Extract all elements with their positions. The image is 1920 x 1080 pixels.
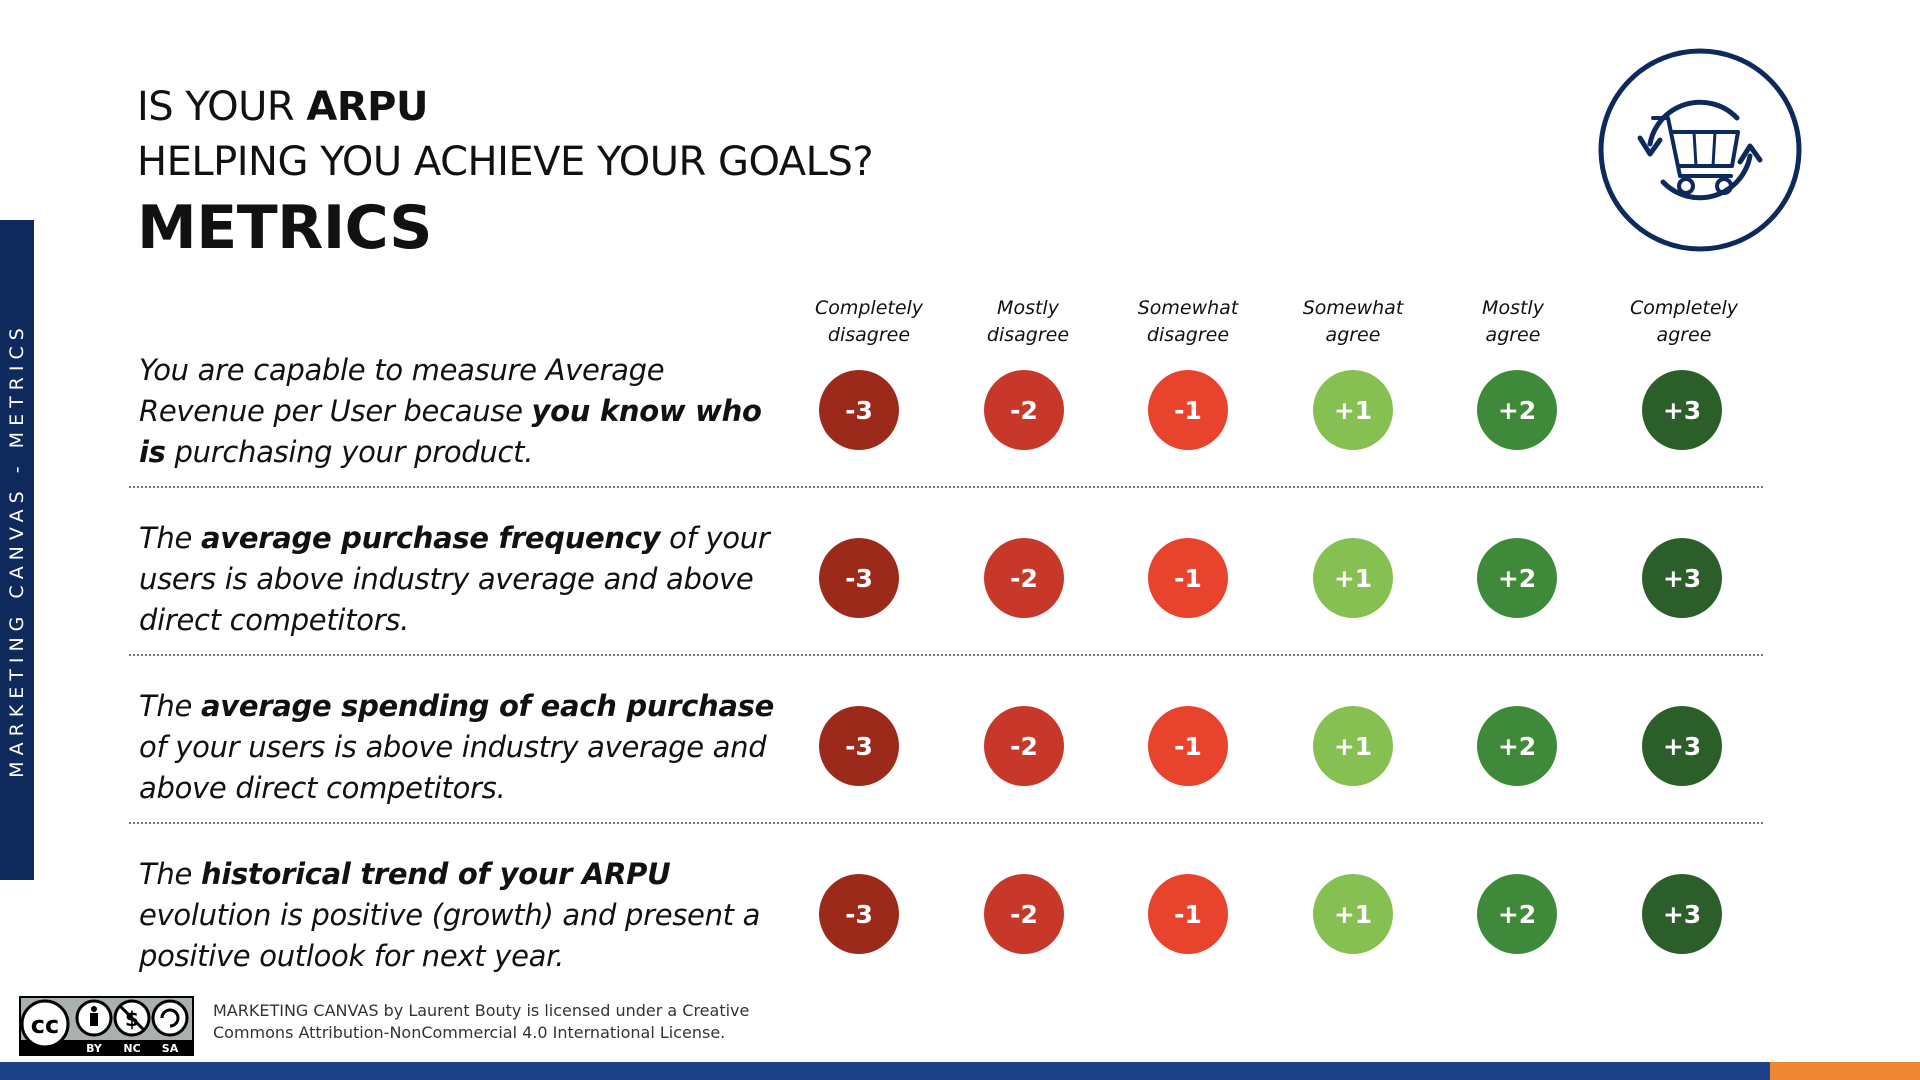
license-line-1: MARKETING CANVAS by Laurent Bouty is lic… [213, 1001, 750, 1020]
statement-emphasis: average purchase frequency [200, 521, 661, 555]
rating-option-+1[interactable]: +1 [1313, 874, 1393, 954]
rating-option--1[interactable]: -1 [1148, 874, 1228, 954]
scale-header-5: Completely agree [1609, 295, 1759, 349]
row-divider [129, 654, 1763, 656]
header-line-1-bold: ARPU [306, 84, 428, 130]
license-text: MARKETING CANVAS by Laurent Bouty is lic… [213, 1000, 773, 1044]
statement-fragment: The [139, 857, 201, 891]
row-divider [129, 486, 1763, 488]
header-line-1: IS YOUR ARPU [137, 80, 873, 135]
rating-option-+1[interactable]: +1 [1313, 538, 1393, 618]
statement-text: The average purchase frequency of your u… [139, 518, 789, 641]
statement-emphasis: historical trend of your ARPU [200, 857, 671, 891]
rating-option--1[interactable]: -1 [1148, 538, 1228, 618]
rating-option-+1[interactable]: +1 [1313, 370, 1393, 450]
bottom-bar [0, 1062, 1770, 1080]
statement-emphasis: average spending of each purchase [200, 689, 774, 723]
sidebar-label: MARKETING CANVAS - METRICS [6, 322, 28, 778]
statement-fragment: You are capable to measure Average Reven… [139, 353, 665, 428]
scale-header-line: Completely [1629, 297, 1739, 319]
header-line-2: HELPING YOU ACHIEVE YOUR GOALS? [137, 139, 874, 185]
scale-header-line: Somewhat [1137, 297, 1239, 319]
rating-option-+3[interactable]: +3 [1642, 874, 1722, 954]
rating-option--2[interactable]: -2 [984, 538, 1064, 618]
scale-headers: Completely disagree Mostly disagree Somewhat… [0, 295, 1920, 355]
scale-header-line: Mostly [997, 297, 1059, 319]
header-line-1-prefix: IS YOUR [137, 84, 307, 130]
rating-option--1[interactable]: -1 [1148, 370, 1228, 450]
statement-fragment: of your users is above industry average … [139, 521, 770, 637]
scale-header-4: Mostly agree [1438, 295, 1588, 349]
shopping-cart-cycle-icon [1598, 48, 1802, 252]
scale-header-1: Mostly disagree [953, 295, 1103, 349]
scale-header-line: Completely [814, 297, 924, 319]
rating-option-+2[interactable]: +2 [1477, 706, 1557, 786]
scale-header-line: Mostly [1482, 297, 1544, 319]
scale-header-line: agree [1325, 324, 1381, 346]
rating-option--1[interactable]: -1 [1148, 706, 1228, 786]
rating-option-+3[interactable]: +3 [1642, 538, 1722, 618]
rating-option-+3[interactable]: +3 [1642, 706, 1722, 786]
statement-emphasis: you know who is [139, 394, 762, 469]
rating-option--3[interactable]: -3 [819, 874, 899, 954]
rating-option-+2[interactable]: +2 [1477, 538, 1557, 618]
badge-label-nc: NC [123, 1042, 140, 1055]
cc-label: cc [31, 1011, 59, 1039]
rating-option--2[interactable]: -2 [984, 370, 1064, 450]
rating-option-+1[interactable]: +1 [1313, 706, 1393, 786]
bottom-accent-bar [1770, 1062, 1920, 1080]
rating-option--2[interactable]: -2 [984, 706, 1064, 786]
scale-header-line: disagree [986, 324, 1070, 346]
rating-option--2[interactable]: -2 [984, 874, 1064, 954]
sidebar-band [0, 220, 34, 880]
scale-header-line: disagree [827, 324, 911, 346]
statement-fragment: The [139, 521, 201, 555]
scale-header-0: Completely disagree [794, 295, 944, 349]
badge-label-by: BY [86, 1042, 103, 1055]
statement-text: The average spending of each purchase of… [139, 686, 789, 809]
scale-header-line: disagree [1146, 324, 1230, 346]
page-title: METRICS [137, 193, 433, 263]
scale-header-3: Somewhat agree [1278, 295, 1428, 349]
rating-option-+3[interactable]: +3 [1642, 370, 1722, 450]
statement-text: You are capable to measure Average Reven… [139, 350, 789, 473]
scale-header-line: Somewhat [1302, 297, 1404, 319]
rating-option-+2[interactable]: +2 [1477, 874, 1557, 954]
statement-fragment: evolution is positive (growth) and prese… [139, 898, 761, 973]
statement-text: The historical trend of your ARPU evolut… [139, 854, 789, 977]
scale-header-line: agree [1485, 324, 1541, 346]
badge-label-sa: SA [162, 1042, 179, 1055]
creative-commons-badge: cc $ BY NC SA [19, 996, 194, 1056]
rating-option--3[interactable]: -3 [819, 538, 899, 618]
license-line-2: Commons Attribution-NonCommercial 4.0 In… [213, 1023, 726, 1042]
page-header: IS YOUR ARPU HELPING YOU ACHIEVE YOUR GO… [137, 80, 874, 268]
row-divider [129, 822, 1763, 824]
scale-header-2: Somewhat disagree [1113, 295, 1263, 349]
statement-fragment: of your users is above industry average … [139, 730, 767, 805]
rating-option--3[interactable]: -3 [819, 706, 899, 786]
statement-fragment: The [139, 689, 201, 723]
statement-fragment: purchasing your product. [165, 435, 534, 469]
rating-option-+2[interactable]: +2 [1477, 370, 1557, 450]
rating-option--3[interactable]: -3 [819, 370, 899, 450]
scale-header-line: agree [1656, 324, 1712, 346]
